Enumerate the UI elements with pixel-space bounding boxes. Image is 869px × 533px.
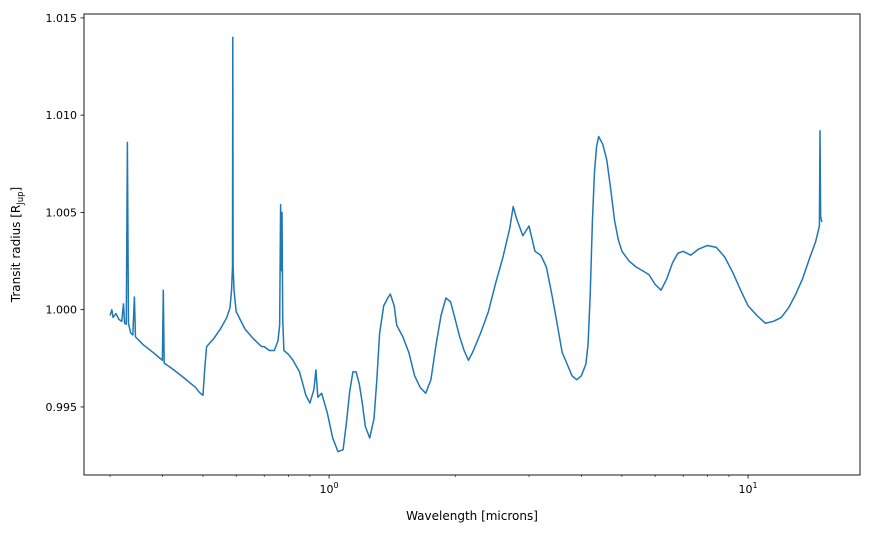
x-axis-ticks: 100 101 [109, 475, 758, 496]
y-tick-label-4: 1.015 [46, 12, 78, 25]
x-tick-label-0: 100 [320, 481, 339, 496]
y-tick-label-0: 0.995 [46, 401, 78, 414]
y-axis-label: Transit radius [RJup] [9, 187, 26, 303]
axes-frame [83, 13, 861, 476]
x-tick-label-base: 10 [320, 483, 334, 496]
x-axis-label: Wavelength [microns] [406, 509, 538, 523]
y-axis-label-main: Transit radius [R [9, 205, 23, 304]
y-tick-label-3: 1.010 [46, 109, 78, 122]
y-tick-label-1: 1.000 [46, 304, 78, 317]
plot-area [109, 36, 823, 453]
series-line-0 [109, 36, 823, 453]
x-tick-label-1: 101 [739, 481, 758, 496]
y-axis-label-close: ] [9, 187, 23, 192]
x-tick-label-exponent: 0 [334, 481, 339, 490]
x-tick-label-exponent: 1 [753, 481, 758, 490]
y-axis-label-subscript: Jup [16, 191, 26, 205]
x-tick-label-base: 10 [739, 483, 753, 496]
y-axis-ticks: 0.995 1.000 1.005 1.010 1.015 [46, 12, 84, 414]
y-tick-label-2: 1.005 [46, 206, 78, 219]
